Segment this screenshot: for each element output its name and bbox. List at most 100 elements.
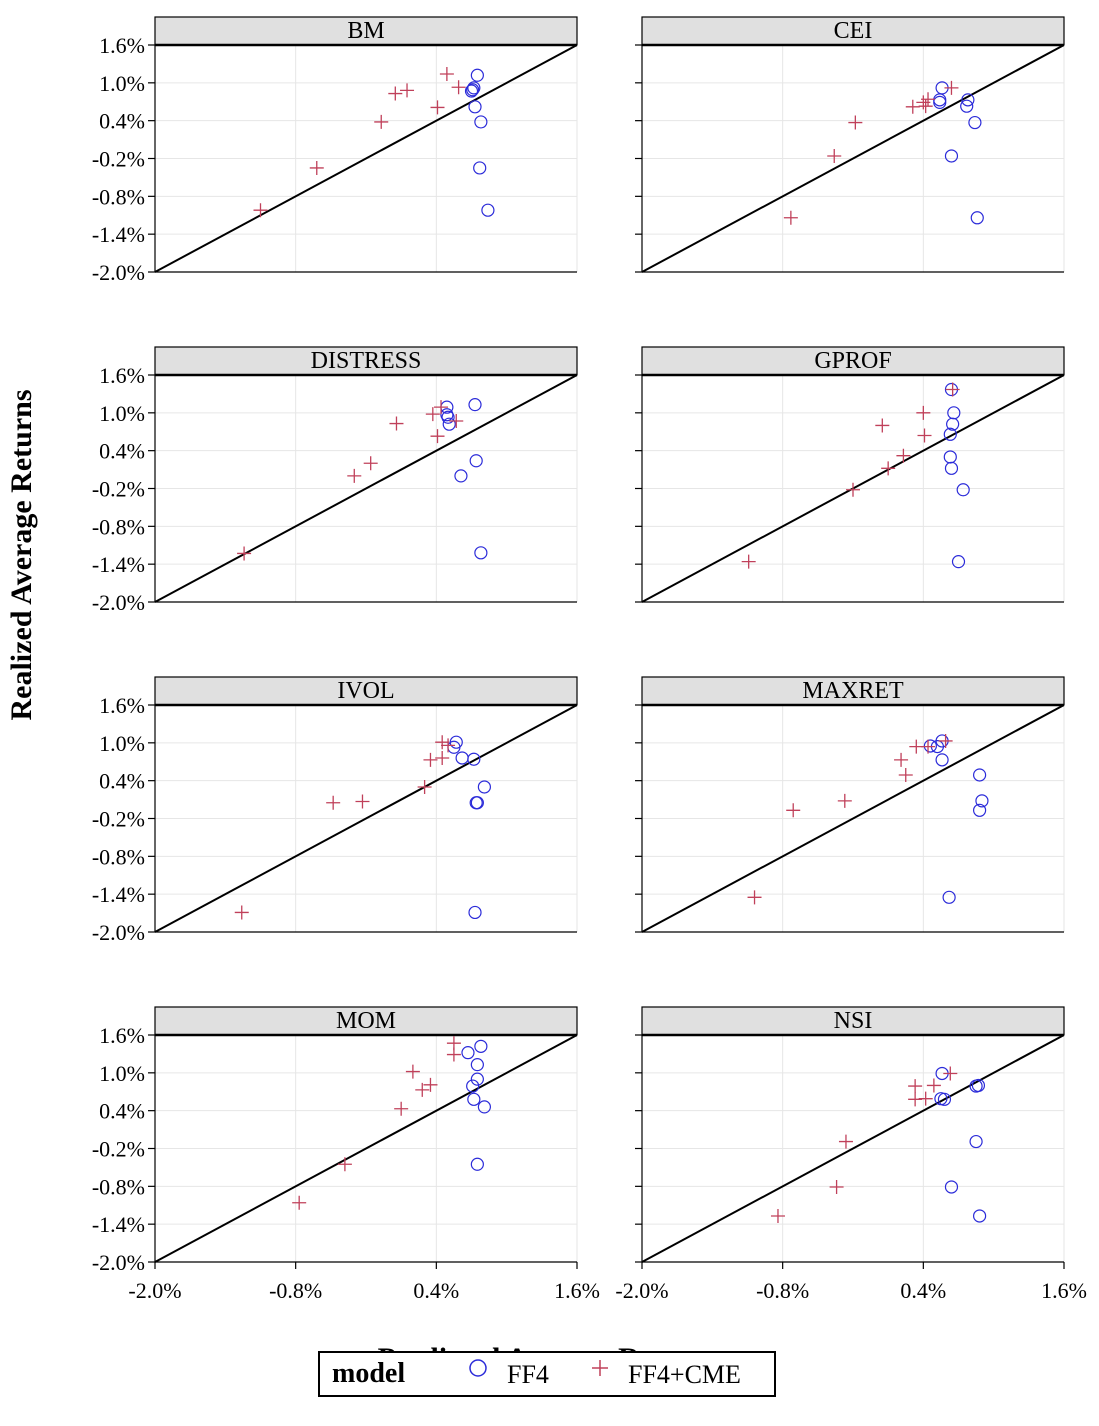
point-ff4-cme [909,739,924,754]
point-ff4-cme [337,1157,352,1172]
point-ff4 [474,1039,488,1053]
x-tick-label: -2.0% [615,1278,668,1303]
point-ff4 [972,768,987,782]
point-ff4-cme [881,461,896,476]
point-ff4-cme [374,114,389,129]
panel-maxret: MAXRET [635,676,1065,933]
point-ff4 [946,417,960,431]
point-ff4-cme [234,905,249,920]
panel-gprof: GPROF [635,346,1065,603]
strip-label-gprof: GPROF [814,348,891,374]
point-ff4 [956,483,970,497]
point-ff4-cme [943,1066,958,1081]
point-ff4-cme [921,739,936,754]
legend-title: model [332,1358,406,1389]
point-ff4 [467,1092,481,1106]
point-ff4-cme [741,554,756,569]
point-ff4 [464,84,479,98]
y-tick-label: -0.2% [92,147,145,172]
point-ff4 [970,211,984,225]
point-ff4-cme [435,750,450,765]
point-ff4-cme [446,1047,461,1062]
point-ff4-cme [898,767,913,782]
x-tick-label: -0.8% [269,1278,322,1303]
point-ff4 [944,149,959,163]
reference-line [154,704,578,933]
y-tick-label: -1.4% [92,882,145,907]
point-ff4 [461,1046,475,1060]
panel-distress: DISTRESS -2.0% -1.4% -0.8% -0.2% 0.4% 1.0% 1.6% [92,346,578,615]
point-ff4 [466,1079,480,1093]
y-tick-label: -1.4% [92,222,145,247]
x-tick-label: 0.4% [900,1278,946,1303]
point-ff4-cme [896,448,911,463]
point-ff4 [481,203,495,217]
point-ff4-cme [347,468,362,483]
legend-ff4-label: FF4 [507,1360,549,1389]
point-ff4-cme [355,794,370,809]
point-ff4 [943,427,957,441]
point-ff4-cme [846,482,860,497]
point-ff4 [972,1209,987,1223]
y-tick-label: -0.8% [92,514,145,539]
y-tick-label: -2.0% [92,1250,145,1275]
y-tick-label: -0.2% [92,477,145,502]
point-ff4-cme [253,203,268,218]
point-ff4-cme [425,407,440,422]
point-ff4 [944,1180,959,1194]
point-ff4 [468,905,482,920]
legend: model FF4 FF4+CME [318,1351,776,1397]
y-tick-label: 1.6% [99,693,145,718]
point-ff4-cme [389,416,404,431]
point-ff4 [960,99,974,113]
strip-label-ivol: IVOL [337,678,394,704]
strip-label-distress: DISTRESS [311,348,422,374]
point-ff4 [477,780,491,794]
y-tick-label: 1.0% [99,1061,145,1086]
point-ff4-cme [292,1195,307,1210]
point-ff4-cme [945,382,960,397]
point-ff4-cme [905,99,920,114]
legend-ff4-symbol [469,1359,487,1377]
panel-bm: BM -2.0% -1.4% -0.8% -0.2% 0.4% 1.0% 1.6% [92,16,578,285]
x-tick-label: 1.6% [554,1278,600,1303]
y-tick-label: -0.8% [92,844,145,869]
point-ff4-cme [944,80,959,95]
point-ff4 [470,1058,484,1072]
point-ff4 [473,161,487,175]
x-tick-label: 0.4% [413,1278,459,1303]
y-tick-label: -2.0% [92,590,145,615]
point-ff4 [972,803,987,817]
point-ff4-cme [415,1082,430,1097]
point-ff4 [933,93,947,107]
point-ff4-cme [848,115,863,130]
y-tick-label: -0.2% [92,807,145,832]
y-tick-label: -1.4% [92,552,145,577]
point-ff4-cme [908,1079,923,1094]
point-ff4 [935,753,949,767]
y-tick-label: 1.6% [99,1023,145,1048]
y-tick-label: -2.0% [92,260,145,285]
point-ff4 [442,417,456,431]
point-ff4 [470,1072,484,1086]
y-axis-label: Realized Average Returns [5,389,38,721]
reference-line [154,44,578,273]
y-tick-label: 1.6% [99,363,145,388]
y-tick-label: 0.4% [99,109,145,134]
panel-ivol: IVOL -2.0% -1.4% -0.8% -0.2% 0.4% 1.0% 1.6% [92,676,578,945]
reference-line [641,1034,1065,1263]
point-ff4-cme [423,1077,438,1092]
point-ff4 [454,469,468,483]
point-ff4-cme [439,67,454,82]
x-tick-label: -2.0% [128,1278,181,1303]
point-ff4 [467,752,481,766]
point-ff4-cme [394,1101,409,1116]
y-tick-label: 1.0% [99,401,145,426]
point-ff4-cme [926,1078,941,1093]
point-ff4 [943,450,957,464]
point-ff4-cme [829,1179,844,1194]
point-ff4-cme [405,1064,420,1079]
y-tick-label: 0.4% [99,1099,145,1124]
point-ff4 [469,454,483,468]
